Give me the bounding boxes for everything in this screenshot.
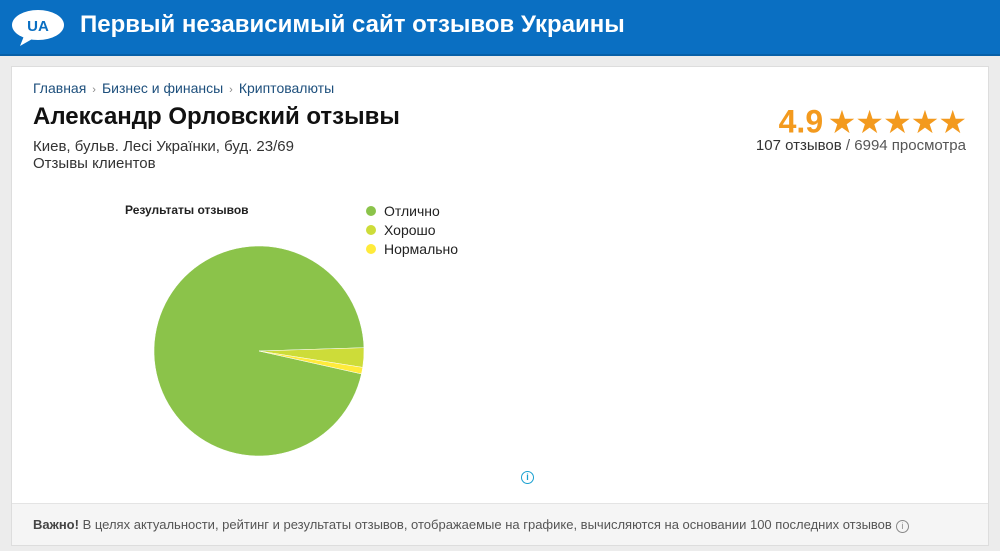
breadcrumb-business[interactable]: Бизнес и финансы — [101, 80, 224, 96]
breadcrumb-separator: › — [229, 84, 233, 96]
legend-item-excellent[interactable]: Отлично — [366, 201, 458, 220]
view-count: 6994 просмотра — [854, 137, 966, 154]
review-count[interactable]: 107 отзывов — [755, 137, 842, 154]
svg-text:UA: UA — [27, 18, 49, 35]
subtitle: Отзывы клиентов — [33, 155, 156, 172]
chart-legend: Отлично Хорошо Нормально — [366, 201, 458, 258]
slice-normal[interactable] — [258, 350, 363, 375]
company-info: Киев, бульв. Лесі Українки, буд. 23/69 О… — [33, 138, 294, 172]
legend-item-normal[interactable]: Нормально — [366, 239, 458, 258]
rating-value: 4.9 — [778, 103, 824, 140]
breadcrumb-separator: › — [92, 84, 96, 96]
breadcrumb-crypto[interactable]: Криптовалюты — [238, 80, 335, 96]
info-icon[interactable]: i — [895, 520, 909, 533]
rating-stars-icon: ★★★★★ — [827, 104, 967, 140]
address: Киев, бульв. Лесі Українки, буд. 23/69 — [33, 138, 294, 155]
site-title: Первый независимый сайт отзывов Украины — [80, 11, 625, 38]
breadcrumb: Главная › Бизнес и финансы › Криптовалюты — [33, 80, 334, 96]
legend-dot — [366, 243, 376, 254]
rating-stats: 107 отзывов / 6994 просмотра — [756, 137, 966, 154]
footer-strong: Важно! — [33, 517, 79, 532]
company-card: Главная › Бизнес и финансы › Криптовалюты Ал… — [11, 66, 989, 546]
footer-text: В целях актуальности, рейтинг и результа… — [82, 517, 892, 532]
breadcrumb-home[interactable]: Главная — [33, 80, 87, 96]
legend-label: Хорошо — [384, 221, 436, 238]
separator: / — [845, 137, 851, 154]
info-icon[interactable]: i — [521, 471, 534, 484]
site-header: UA Первый независимый сайт отзывов Украи… — [0, 0, 1000, 56]
legend-label: Нормально — [384, 240, 459, 257]
rating-block: 4.9 ★★★★★ 107 отзывов / 6994 просмотра — [756, 103, 967, 155]
ua-logo-icon[interactable]: UA — [10, 8, 68, 48]
chart-title: Результаты отзывов — [125, 203, 249, 217]
legend-dot — [366, 224, 376, 235]
legend-item-good[interactable]: Хорошо — [366, 220, 458, 239]
page-title: Александр Орловский отзывы — [33, 103, 400, 130]
legend-label: Отлично — [384, 202, 440, 219]
legend-dot — [366, 205, 376, 216]
pie-chart — [153, 245, 365, 457]
footer-note: Важно! В целях актуальности, рейтинг и р… — [12, 503, 988, 545]
